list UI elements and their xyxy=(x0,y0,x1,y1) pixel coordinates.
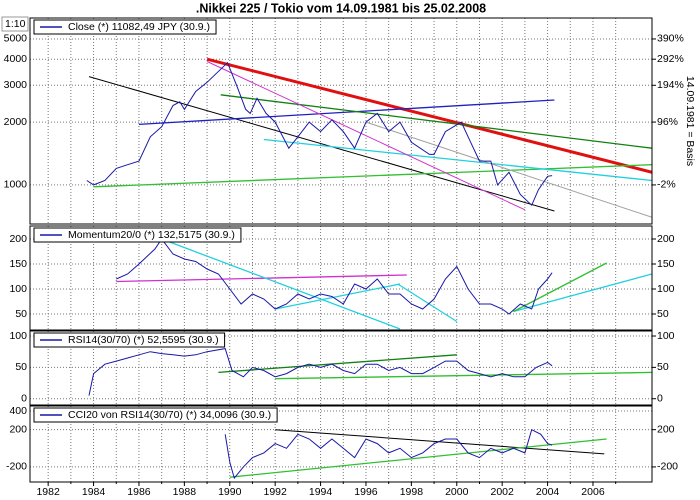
y-tick-label: 100 xyxy=(9,330,27,342)
y-tick-label: 5000 xyxy=(4,33,28,45)
y-tick-label: 2000 xyxy=(4,116,28,128)
y-tick-label: 3000 xyxy=(4,79,28,91)
y-tick-label: 200 xyxy=(9,423,27,435)
x-tick-label: 1990 xyxy=(218,486,242,498)
right-tick-label: -200 xyxy=(657,461,678,473)
trend-line xyxy=(218,354,457,374)
legend-label: Close (*) 11082,49 JPY (30.9.) xyxy=(68,21,210,33)
y-tick-label: 50 xyxy=(15,361,27,373)
right-tick-label: 200 xyxy=(657,233,675,245)
y-tick-label: 1000 xyxy=(4,179,28,191)
panel-border xyxy=(29,17,653,225)
panel-border xyxy=(29,225,653,331)
right-tick-label: 100 xyxy=(657,330,675,342)
x-tick-label: 1984 xyxy=(82,486,106,498)
x-tick-label: 1996 xyxy=(354,486,378,498)
y-tick-label: 50 xyxy=(15,308,27,320)
y-tick-label: -200 xyxy=(6,461,27,473)
trend-line xyxy=(88,76,555,212)
y-tick-label: 4000 xyxy=(4,53,28,65)
right-tick-label: 50 xyxy=(657,361,669,373)
panel-border xyxy=(29,405,653,483)
y-tick-label: 200 xyxy=(9,233,27,245)
right-tick-label: 200 xyxy=(657,423,675,435)
panel xyxy=(30,18,652,224)
trend-line xyxy=(513,273,652,313)
y-tick-label: 150 xyxy=(9,258,27,270)
x-tick-label: 2006 xyxy=(581,486,605,498)
right-tick-label: 0 xyxy=(657,393,663,405)
x-tick-label: 1982 xyxy=(36,486,60,498)
y-tick-label: 400 xyxy=(9,405,27,417)
right-tick-label: 96% xyxy=(657,116,678,128)
legend-label: CCI20 von RSI14(30/70) (*) 34,0096 (30.9… xyxy=(68,409,271,421)
price-line xyxy=(116,238,553,315)
legend-box xyxy=(33,19,217,35)
x-tick-label: 1992 xyxy=(263,486,287,498)
trend-line xyxy=(206,61,526,211)
legend-box xyxy=(33,227,242,243)
scale-note-box xyxy=(1,16,29,32)
trend-line xyxy=(263,138,652,182)
right-axis-label: 14.09.1981 = Basis xyxy=(684,76,696,166)
price-line xyxy=(88,348,553,396)
legend-box xyxy=(33,407,278,423)
y-tick-label: 0 xyxy=(21,393,27,405)
right-tick-label: 100 xyxy=(657,283,675,295)
trend-line xyxy=(365,121,652,218)
x-tick-label: 1998 xyxy=(400,486,424,498)
right-tick-label: 150 xyxy=(657,258,675,270)
legend-label: RSI14(30/70) (*) 52,5595 (30.9.) xyxy=(68,334,219,346)
scale-note: 1:10 xyxy=(5,18,26,30)
price-line xyxy=(86,61,553,207)
trend-line xyxy=(275,283,401,310)
trend-line xyxy=(161,238,401,330)
right-tick-label: 292% xyxy=(657,53,684,65)
panel-border xyxy=(29,330,653,406)
x-tick-label: 2002 xyxy=(490,486,514,498)
x-tick-label: 1994 xyxy=(309,486,333,498)
y-tick-label: 100 xyxy=(9,283,27,295)
right-tick-label: 390% xyxy=(657,33,684,45)
right-tick-label: 50 xyxy=(657,308,669,320)
right-tick-label: 194% xyxy=(657,79,684,91)
trend-line xyxy=(275,371,652,380)
right-tick-label: -2% xyxy=(657,179,676,191)
trend-line xyxy=(220,94,652,149)
trend-line xyxy=(116,274,407,283)
trend-line xyxy=(513,262,607,313)
x-tick-label: 2000 xyxy=(445,486,469,498)
legend-box xyxy=(33,332,226,348)
trend-line xyxy=(397,283,458,323)
legend-label: Momentum20/0 (*) 132,5175 (30.9.) xyxy=(68,229,235,241)
trend-line xyxy=(93,164,652,188)
x-tick-label: 2004 xyxy=(536,486,560,498)
x-tick-label: 1988 xyxy=(173,486,197,498)
x-tick-label: 1986 xyxy=(127,486,151,498)
trend-line xyxy=(229,438,607,478)
trend-line xyxy=(138,99,555,126)
trend-line xyxy=(206,57,652,174)
chart-title: .Nikkei 225 / Tokio vom 14.09.1981 bis 2… xyxy=(196,1,486,15)
price-line xyxy=(224,428,553,480)
